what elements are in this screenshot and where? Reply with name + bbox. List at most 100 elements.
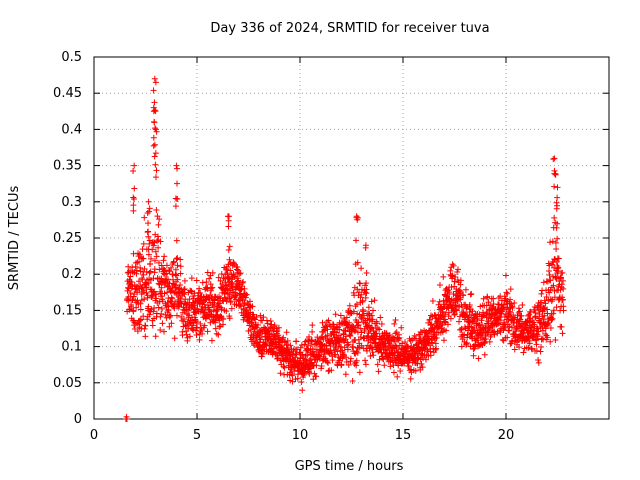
data-point [193, 331, 200, 338]
data-point [454, 266, 461, 273]
data-point [550, 282, 557, 289]
data-point [275, 324, 282, 331]
data-point [433, 345, 440, 352]
data-point [559, 269, 566, 276]
data-point [482, 335, 489, 342]
data-point [432, 346, 439, 353]
data-point [262, 341, 269, 348]
data-point [174, 276, 181, 283]
data-point [516, 344, 523, 351]
data-point [550, 307, 557, 314]
data-point [334, 348, 341, 355]
data-point [145, 303, 152, 310]
data-point [228, 293, 235, 300]
data-point [511, 299, 518, 306]
data-point [443, 327, 450, 334]
data-point [474, 337, 481, 344]
data-point [239, 279, 246, 286]
data-point [164, 276, 171, 283]
data-point [362, 357, 369, 364]
data-point [188, 288, 195, 295]
data-point [479, 322, 486, 329]
data-point [226, 243, 233, 250]
data-point [209, 284, 216, 291]
data-point [246, 298, 253, 305]
data-point [136, 258, 143, 265]
data-point [538, 343, 545, 350]
data-point [554, 194, 561, 201]
data-point [280, 363, 287, 370]
data-point [481, 351, 488, 358]
data-point [380, 356, 387, 363]
data-point [368, 312, 375, 319]
data-point [225, 213, 232, 220]
x-axis-label: GPS time / hours [295, 459, 404, 474]
data-point [392, 343, 399, 350]
data-point [352, 237, 359, 244]
data-point [127, 290, 134, 297]
data-point [292, 351, 299, 358]
data-point [422, 356, 429, 363]
data-point [136, 317, 143, 324]
data-point [329, 357, 336, 364]
data-point [151, 239, 158, 246]
data-point [528, 345, 535, 352]
data-point [323, 342, 330, 349]
data-point [447, 315, 454, 322]
data-point [517, 316, 524, 323]
data-point [237, 270, 244, 277]
data-point [546, 268, 553, 275]
data-point [553, 205, 560, 212]
data-point [440, 273, 447, 280]
data-point [347, 355, 354, 362]
data-point [497, 317, 504, 324]
data-point [299, 387, 306, 394]
data-point [433, 335, 440, 342]
data-point [158, 284, 165, 291]
data-point [173, 162, 180, 169]
data-point [352, 261, 359, 268]
data-point [155, 304, 162, 311]
data-point [534, 325, 541, 332]
data-point [130, 194, 137, 201]
data-point [254, 321, 261, 328]
data-point [286, 353, 293, 360]
data-point [541, 312, 548, 319]
data-point [508, 324, 515, 331]
data-point [133, 304, 140, 311]
data-point [374, 325, 381, 332]
data-point [535, 328, 542, 335]
data-point [502, 324, 509, 331]
data-point [358, 291, 365, 298]
data-point [188, 287, 195, 294]
data-point [209, 269, 216, 276]
data-point [451, 311, 458, 318]
data-point [507, 286, 514, 293]
data-point [369, 316, 376, 323]
data-point [280, 334, 287, 341]
data-point [549, 315, 556, 322]
data-point [555, 264, 562, 271]
data-point [277, 370, 284, 377]
data-point [152, 248, 159, 255]
axis-ticks: 0 5 10 15 20 0 0.05 0.1 0.15 0.2 0.25 0.3 0.35 0.4 0.4… [53, 50, 609, 443]
data-point [357, 334, 364, 341]
data-point [130, 168, 137, 175]
data-point [538, 290, 545, 297]
data-point [350, 323, 357, 330]
data-point [227, 267, 234, 274]
data-point [345, 341, 352, 348]
data-point [141, 265, 148, 272]
data-point [249, 303, 256, 310]
data-point [131, 195, 138, 202]
data-point [368, 298, 375, 305]
data-point [145, 198, 152, 205]
data-point [160, 328, 167, 335]
data-point [538, 335, 545, 342]
data-point [352, 328, 359, 335]
data-point [191, 290, 198, 297]
data-point [193, 319, 200, 326]
data-point [150, 134, 157, 141]
data-point [373, 320, 380, 327]
data-point [236, 270, 243, 277]
